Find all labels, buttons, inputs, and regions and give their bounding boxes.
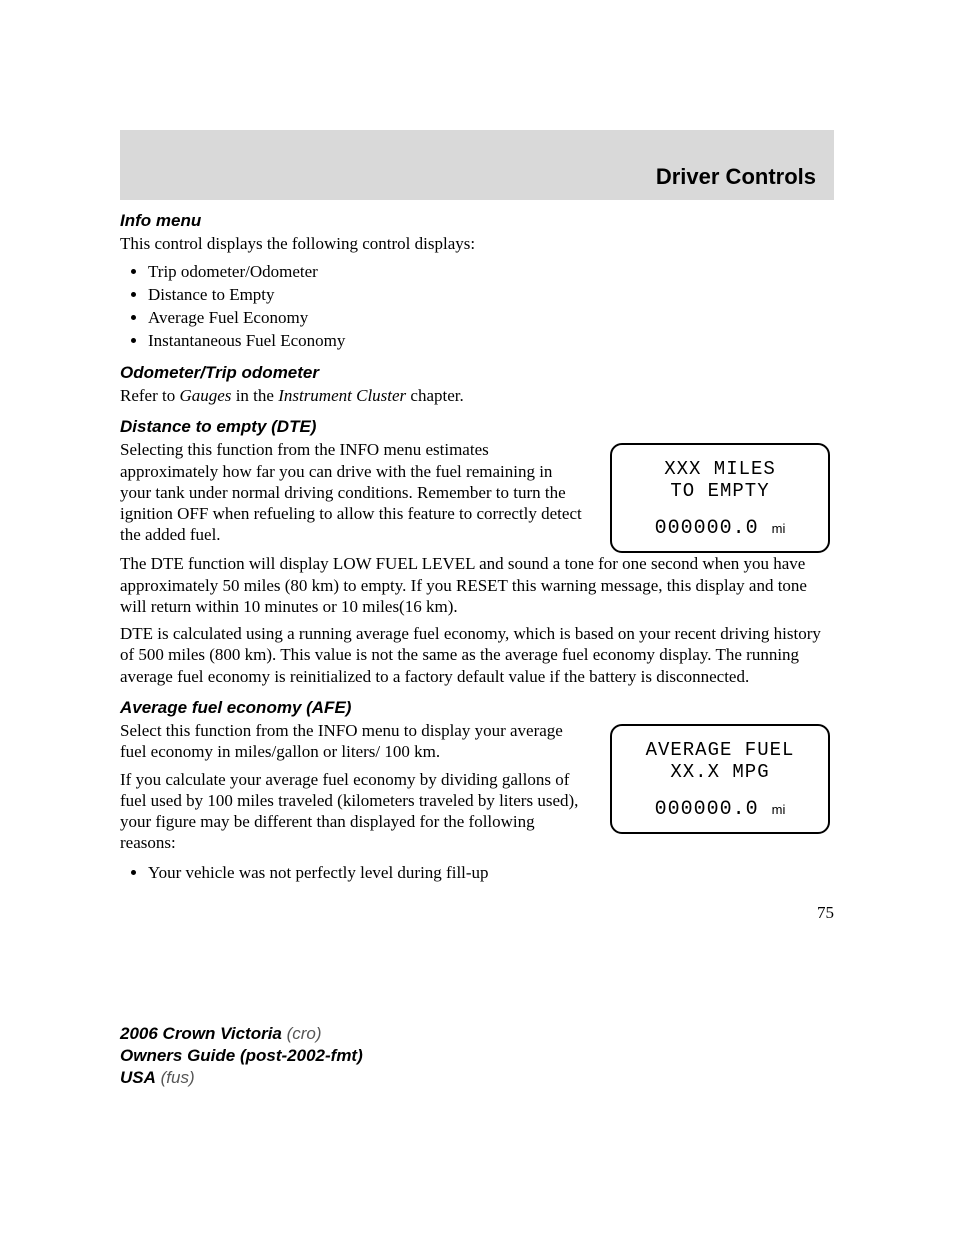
list-item: Your vehicle was not perfectly level dur… — [148, 862, 834, 883]
afe-heading: Average fuel economy (AFE) — [120, 697, 834, 718]
list-item: Distance to Empty — [148, 284, 834, 305]
dte-display: XXX MILES TO EMPTY 000000.0 mi — [610, 443, 830, 553]
market: USA — [120, 1068, 156, 1087]
dte-p2: The DTE function will display LOW FUEL L… — [120, 553, 834, 617]
footer-line-3: USA (fus) — [120, 1067, 834, 1089]
cluster-ref: Instrument Cluster — [278, 386, 406, 405]
odometer-unit: mi — [772, 802, 786, 817]
vehicle-code: (cro) — [282, 1024, 322, 1043]
chapter-title: Driver Controls — [656, 164, 816, 190]
footer-block: 2006 Crown Victoria (cro) Owners Guide (… — [120, 1023, 834, 1089]
dte-p3: DTE is calculated using a running averag… — [120, 623, 834, 687]
page-content: Info menu This control displays the foll… — [120, 210, 834, 883]
afe-reasons-list: Your vehicle was not perfectly level dur… — [120, 862, 834, 883]
text-fragment: in the — [231, 386, 278, 405]
page-number: 75 — [120, 903, 834, 923]
afe-display-bottom: 000000.0 mi — [655, 797, 786, 822]
list-item: Instantaneous Fuel Economy — [148, 330, 834, 351]
gauges-ref: Gauges — [179, 386, 231, 405]
odometer-value: 000000.0 — [655, 517, 759, 540]
odometer-unit: mi — [772, 521, 786, 536]
afe-display-top: AVERAGE FUEL XX.X MPG — [646, 740, 795, 784]
odometer-value: 000000.0 — [655, 798, 759, 821]
list-item: Trip odometer/Odometer — [148, 261, 834, 282]
dte-row: Selecting this function from the INFO me… — [120, 439, 834, 553]
odometer-heading: Odometer/Trip odometer — [120, 362, 834, 383]
dte-heading: Distance to empty (DTE) — [120, 416, 834, 437]
display-line: TO EMPTY — [670, 480, 769, 502]
info-menu-heading: Info menu — [120, 210, 834, 231]
footer-line-2: Owners Guide (post-2002-fmt) — [120, 1045, 834, 1067]
afe-row: Select this function from the INFO menu … — [120, 720, 834, 860]
list-item: Average Fuel Economy — [148, 307, 834, 328]
afe-p2: If you calculate your average fuel econo… — [120, 769, 586, 854]
dte-display-bottom: 000000.0 mi — [655, 516, 786, 541]
info-menu-intro: This control displays the following cont… — [120, 233, 834, 254]
text-fragment: chapter. — [406, 386, 464, 405]
odometer-text: Refer to Gauges in the Instrument Cluste… — [120, 385, 834, 406]
display-line: XXX MILES — [664, 458, 776, 480]
vehicle-name: 2006 Crown Victoria — [120, 1024, 282, 1043]
dte-display-top: XXX MILES TO EMPTY — [664, 459, 776, 503]
footer-line-1: 2006 Crown Victoria (cro) — [120, 1023, 834, 1045]
info-menu-list: Trip odometer/Odometer Distance to Empty… — [120, 261, 834, 352]
manual-page: Driver Controls Info menu This control d… — [0, 130, 954, 1089]
text-fragment: Refer to — [120, 386, 179, 405]
afe-p1: Select this function from the INFO menu … — [120, 720, 586, 763]
display-line: AVERAGE FUEL — [646, 739, 795, 761]
display-line: XX.X MPG — [670, 761, 769, 783]
chapter-header-bar: Driver Controls — [120, 130, 834, 200]
afe-display: AVERAGE FUEL XX.X MPG 000000.0 mi — [610, 724, 830, 834]
market-code: (fus) — [156, 1068, 195, 1087]
dte-p1: Selecting this function from the INFO me… — [120, 439, 586, 545]
